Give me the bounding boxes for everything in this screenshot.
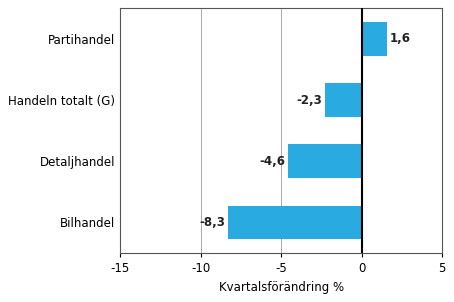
Bar — [361, 22, 387, 56]
Text: -2,3: -2,3 — [296, 94, 322, 107]
Bar — [287, 144, 361, 178]
Text: 1,6: 1,6 — [390, 32, 411, 45]
Text: -4,6: -4,6 — [259, 155, 285, 168]
Bar — [228, 206, 361, 239]
X-axis label: Kvartalsförändring %: Kvartalsförändring % — [218, 281, 344, 294]
Bar — [325, 83, 361, 117]
Text: -8,3: -8,3 — [200, 216, 226, 229]
